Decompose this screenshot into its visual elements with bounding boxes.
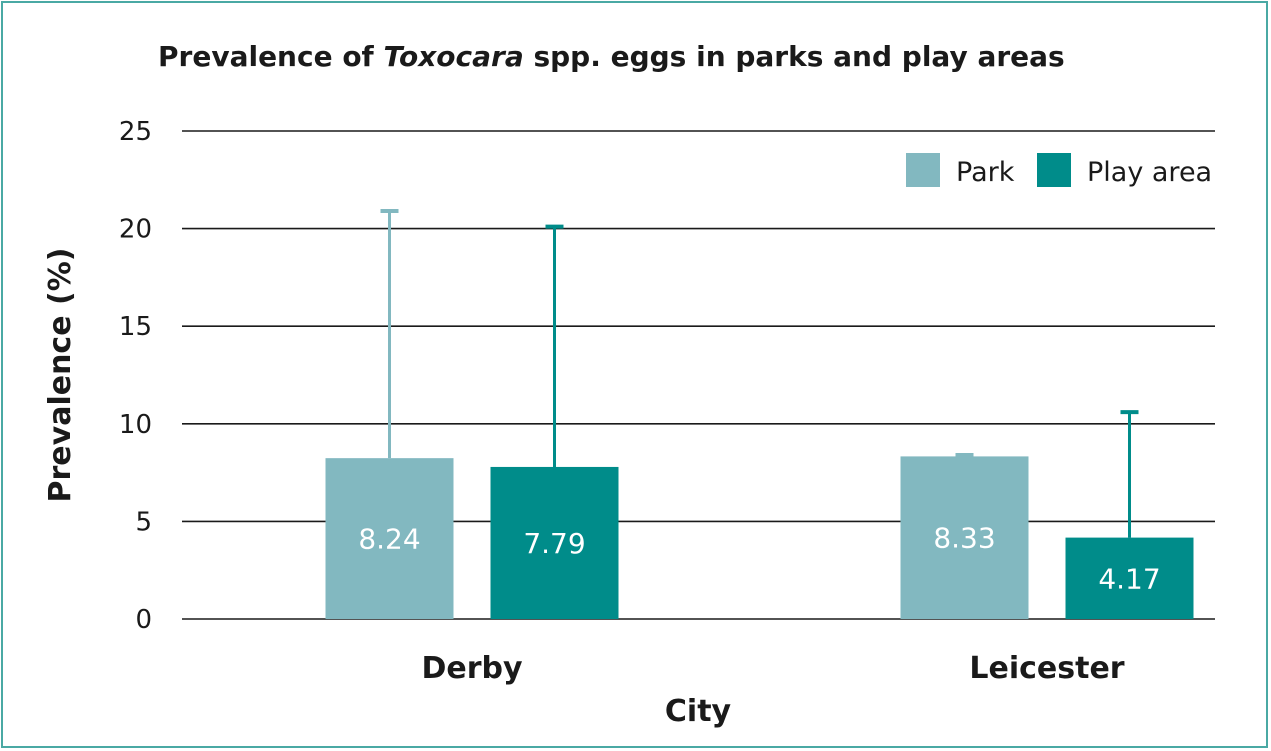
- bar-value-label: 8.24: [358, 523, 420, 556]
- y-tick-labels: 0 5 10 15 20 25: [119, 117, 152, 635]
- legend-swatch: [906, 153, 940, 187]
- bar: [490, 466, 619, 619]
- y-tick-label: 10: [119, 410, 152, 440]
- x-axis-title: City: [665, 694, 732, 729]
- error-bars: [380, 209, 1139, 538]
- legend: Park Play area: [906, 153, 1212, 188]
- bar-value-label: 4.17: [1098, 562, 1160, 595]
- chart-title-part-2: Toxocara: [384, 40, 524, 73]
- chart-title-part-3: spp. eggs in parks and play areas: [524, 40, 1065, 73]
- x-category-label: Derby: [421, 651, 523, 686]
- y-tick-label: 15: [119, 312, 152, 342]
- legend-label: Play area: [1087, 157, 1212, 188]
- bar: [900, 456, 1029, 619]
- chart-title: Prevalence of Toxocara spp. eggs in park…: [158, 40, 1065, 73]
- chart-title-part-1: Prevalence of: [158, 40, 384, 73]
- bar-value-label: 8.33: [933, 522, 995, 555]
- y-tick-label: 20: [119, 215, 152, 245]
- y-tick-label: 0: [135, 605, 152, 635]
- bar: [1065, 537, 1194, 619]
- bar: [325, 458, 454, 619]
- y-axis-title: Prevalence (%): [43, 248, 78, 503]
- bar-data-labels: 8.24 8.33 7.79 4.17: [358, 522, 1160, 596]
- bar-value-label: 7.79: [523, 527, 585, 560]
- y-tick-label: 5: [135, 507, 152, 537]
- bars: [325, 456, 1194, 619]
- legend-label: Park: [956, 157, 1015, 188]
- x-category-label: Leicester: [969, 651, 1124, 686]
- legend-swatch: [1037, 153, 1071, 187]
- x-category-labels: Derby Leicester: [421, 651, 1124, 686]
- y-tick-label: 25: [119, 117, 152, 147]
